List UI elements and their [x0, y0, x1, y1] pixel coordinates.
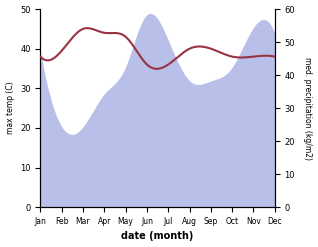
Y-axis label: max temp (C): max temp (C)	[5, 82, 15, 134]
Y-axis label: med. precipitation (kg/m2): med. precipitation (kg/m2)	[303, 57, 313, 160]
X-axis label: date (month): date (month)	[121, 231, 194, 242]
